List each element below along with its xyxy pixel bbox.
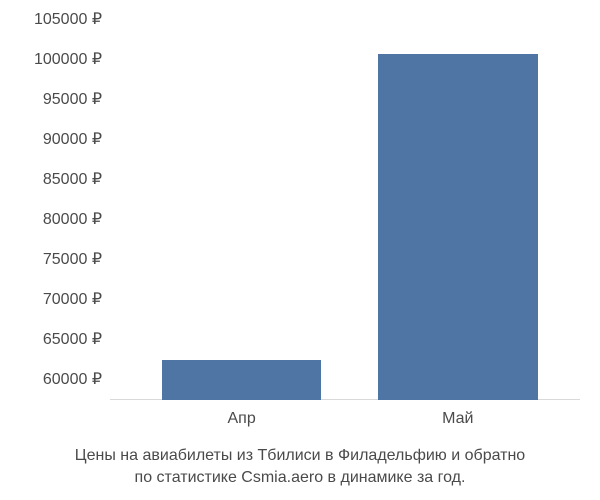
y-tick-label: 100000 ₽ [34,52,102,68]
plot-area [110,20,580,400]
y-tick-label: 105000 ₽ [34,12,102,28]
caption-line-2: по статистике Csmia.aero в динамике за г… [135,469,466,486]
y-tick-label: 95000 ₽ [43,92,102,108]
y-tick-label: 85000 ₽ [43,172,102,188]
bar [378,54,538,400]
caption-line-1: Цены на авиабилеты из Тбилиси в Филадель… [75,447,525,464]
y-tick-label: 65000 ₽ [43,332,102,348]
y-tick-label: 80000 ₽ [43,212,102,228]
y-tick-label: 75000 ₽ [43,252,102,268]
x-tick-label: Апр [227,410,255,428]
y-tick-label: 90000 ₽ [43,132,102,148]
x-tick-label: Май [442,410,473,428]
chart-caption: Цены на авиабилеты из Тбилиси в Филадель… [0,445,600,488]
y-tick-label: 60000 ₽ [43,372,102,388]
bar [162,360,322,400]
y-tick-label: 70000 ₽ [43,292,102,308]
price-bar-chart: 60000 ₽ 65000 ₽ 70000 ₽ 75000 ₽ 80000 ₽ 85000… [0,0,600,500]
